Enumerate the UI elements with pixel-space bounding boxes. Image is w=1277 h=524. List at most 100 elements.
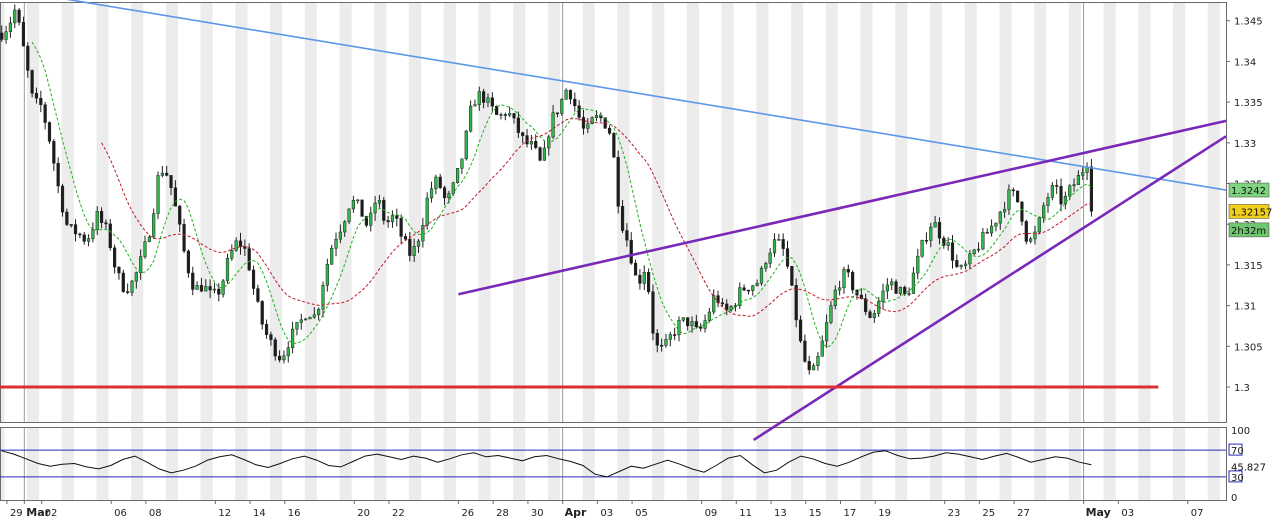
bear-candle	[173, 187, 177, 207]
bull-candle	[447, 193, 451, 199]
trendlines[interactable]	[0, 0, 1227, 442]
price-tag-box	[1228, 182, 1270, 198]
bull-candle	[486, 97, 490, 103]
bear-candle	[438, 176, 442, 188]
bear-candle	[950, 242, 955, 261]
bull-candle	[334, 238, 338, 249]
bear-candle	[178, 205, 182, 225]
bear-candle	[655, 332, 659, 346]
bear-candle	[616, 157, 620, 207]
rsi-day-band	[165, 427, 178, 500]
day-band	[408, 2, 422, 422]
rsi-day-band	[1103, 427, 1116, 500]
bull-candle	[968, 253, 972, 265]
rsi-panel-frame	[0, 427, 1227, 501]
bull-candle	[759, 267, 764, 284]
y-tick-label: 1.305	[1234, 342, 1263, 353]
day-band	[374, 2, 387, 422]
bear-candle	[516, 117, 520, 133]
rsi-day-band	[686, 427, 699, 500]
bear-candle	[798, 319, 803, 342]
bull-candle	[1076, 175, 1080, 185]
bear-candle	[620, 206, 625, 231]
bear-candle	[65, 211, 69, 225]
bear-candle	[660, 344, 664, 347]
rsi-day-band	[26, 427, 40, 500]
x-tick-label: 03	[600, 508, 613, 519]
bull-candle	[768, 252, 772, 264]
bear-candle	[108, 223, 112, 249]
bull-candle	[234, 240, 238, 251]
rsi-day-band	[131, 427, 144, 500]
x-tick-label: 12	[218, 508, 231, 519]
candle-series	[0, 4, 1094, 375]
day-band	[582, 2, 595, 422]
bear-candle	[803, 340, 807, 362]
bull-candle	[221, 280, 225, 295]
x-tick-label: 26	[461, 508, 474, 519]
bull-candle	[282, 355, 286, 361]
x-tick-label: 14	[253, 508, 266, 519]
rsi-day-band	[617, 427, 630, 500]
bear-candle	[1020, 201, 1024, 222]
y-tick-label: 1.315	[1234, 261, 1263, 272]
wedge-lower-line[interactable]	[752, 135, 1227, 442]
wedge-upper-line[interactable]	[458, 119, 1227, 296]
day-band	[652, 2, 665, 422]
bear-candle	[573, 98, 577, 107]
rsi-day-band	[443, 427, 456, 500]
bear-candle	[165, 172, 169, 176]
rsi-day-band	[96, 427, 109, 500]
last-price-tag: 1.32157	[1231, 207, 1272, 218]
bull-candle	[347, 208, 351, 223]
bear-candle	[82, 234, 86, 242]
bull-candle	[156, 175, 160, 214]
day-band	[547, 2, 561, 422]
bear-candle	[208, 286, 212, 291]
bear-candle	[534, 141, 538, 148]
bull-candle	[590, 117, 594, 125]
timer-tag: 2h32m	[1231, 226, 1266, 237]
x-tick-label: 17	[843, 508, 856, 519]
bull-candle	[469, 105, 473, 132]
bear-candle	[399, 218, 403, 237]
bear-candle	[607, 127, 612, 134]
rsi-day-band	[513, 427, 526, 500]
bull-candle	[668, 334, 672, 340]
bull-candle	[916, 255, 920, 274]
bear-candle	[538, 147, 542, 161]
x-tick-label: 09	[705, 508, 718, 519]
bull-candle	[130, 280, 134, 293]
bear-candle	[1055, 185, 1059, 187]
bear-candle	[1011, 189, 1015, 192]
bear-candle	[894, 281, 898, 294]
x-tick-label: May	[1086, 506, 1111, 519]
bear-candle	[512, 113, 516, 119]
bull-candle	[976, 248, 981, 251]
bull-candle	[664, 339, 668, 346]
bull-candle	[755, 283, 759, 286]
rsi-day-band	[235, 427, 248, 500]
bull-candle	[946, 242, 950, 246]
bull-candle	[1068, 185, 1072, 197]
x-tick-label: 02	[45, 508, 58, 519]
rsi-day-band	[1068, 427, 1081, 500]
bear-candle	[113, 247, 117, 268]
bull-candle	[885, 284, 889, 292]
bull-candle	[95, 211, 99, 230]
downtrend-line[interactable]	[14, 0, 1227, 191]
bull-candle	[1007, 189, 1011, 210]
x-tick-label: 23	[948, 508, 961, 519]
bull-candle	[230, 250, 234, 259]
bull-candle	[421, 225, 425, 242]
x-tick-label: 06	[114, 508, 127, 519]
sma-fast-line	[31, 41, 1092, 348]
x-tick-label: 11	[739, 508, 752, 519]
bear-candle	[577, 105, 581, 118]
bull-candle	[1033, 231, 1037, 240]
bear-candle	[99, 211, 104, 223]
bear-candle	[182, 224, 186, 252]
grid-lines	[23, 2, 1085, 500]
price-axis: 1.3451.341.3351.331.3251.321.3151.311.30…	[1226, 17, 1266, 504]
